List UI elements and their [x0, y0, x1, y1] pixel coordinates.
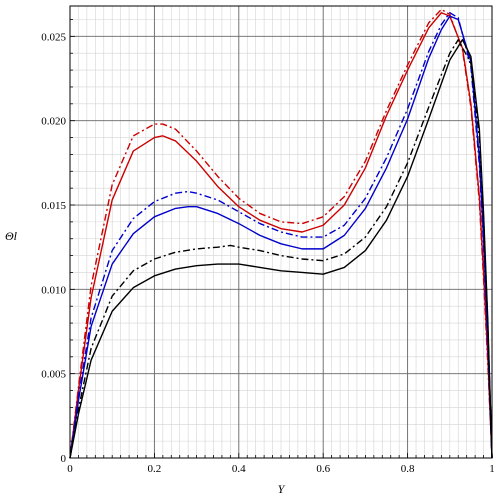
y-tick-label: 0.005 — [41, 369, 66, 381]
x-tick-label: 0 — [67, 463, 73, 475]
x-axis-label: Y — [278, 482, 286, 496]
y-tick-labels: 0 0.005 0.010 0.015 0.020 0.025 — [41, 31, 66, 465]
x-tick-labels: 0 0.2 0.4 0.6 0.8 1 — [67, 463, 495, 475]
series-line-1 — [69, 12, 493, 459]
major-grid — [70, 6, 492, 458]
series-line-5 — [69, 39, 493, 459]
y-tick-label: 0 — [61, 453, 67, 465]
y-tick-label: 0.015 — [41, 200, 66, 212]
x-tick-label: 0.4 — [232, 463, 246, 475]
series-layer — [69, 8, 493, 459]
minor-grid — [70, 6, 492, 458]
y-axis-label: Θl — [5, 229, 18, 243]
x-tick-label: 0.2 — [148, 463, 162, 475]
y-tick-label: 0.010 — [41, 284, 66, 296]
x-tick-label: 0.6 — [316, 463, 330, 475]
x-tick-label: 1 — [489, 463, 495, 475]
y-tick-label: 0.025 — [41, 31, 66, 43]
tick-marks — [70, 19, 484, 458]
series-line-2 — [69, 8, 493, 459]
series-line-4 — [69, 12, 493, 459]
y-tick-label: 0.020 — [41, 116, 66, 128]
series-line-6 — [69, 39, 493, 459]
x-tick-label: 0.8 — [401, 463, 415, 475]
